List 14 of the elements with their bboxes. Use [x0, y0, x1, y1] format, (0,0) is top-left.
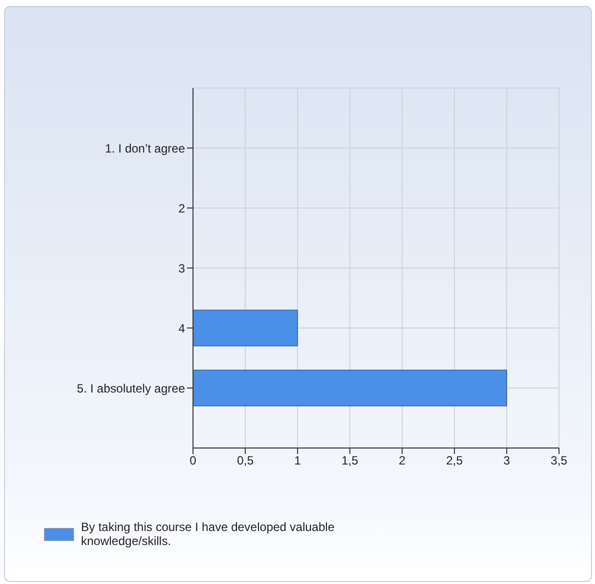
text: By taking this course I have developed valuable knowledge/skills. — [81, 520, 336, 548]
x-tick-label: 3,5 — [550, 454, 568, 468]
y-tick-label: 3 — [178, 261, 186, 276]
y-tick-label: 2 — [178, 201, 186, 216]
y-tick-label: 5. I absolutely agree — [76, 381, 186, 396]
x-tick-label: 2 — [398, 454, 406, 468]
x-tick-label: 0,5 — [236, 454, 254, 468]
y-tick-label: 1. I don’t agree — [104, 141, 186, 156]
x-tick-label: 1 — [294, 454, 302, 468]
x-tick-label: 1,5 — [342, 454, 359, 468]
y-tick-label: 4 — [178, 321, 186, 336]
x-tick-label: 3 — [503, 454, 510, 468]
x-tick-label: 0 — [190, 454, 197, 468]
x-tick-label: 2,5 — [446, 454, 464, 468]
